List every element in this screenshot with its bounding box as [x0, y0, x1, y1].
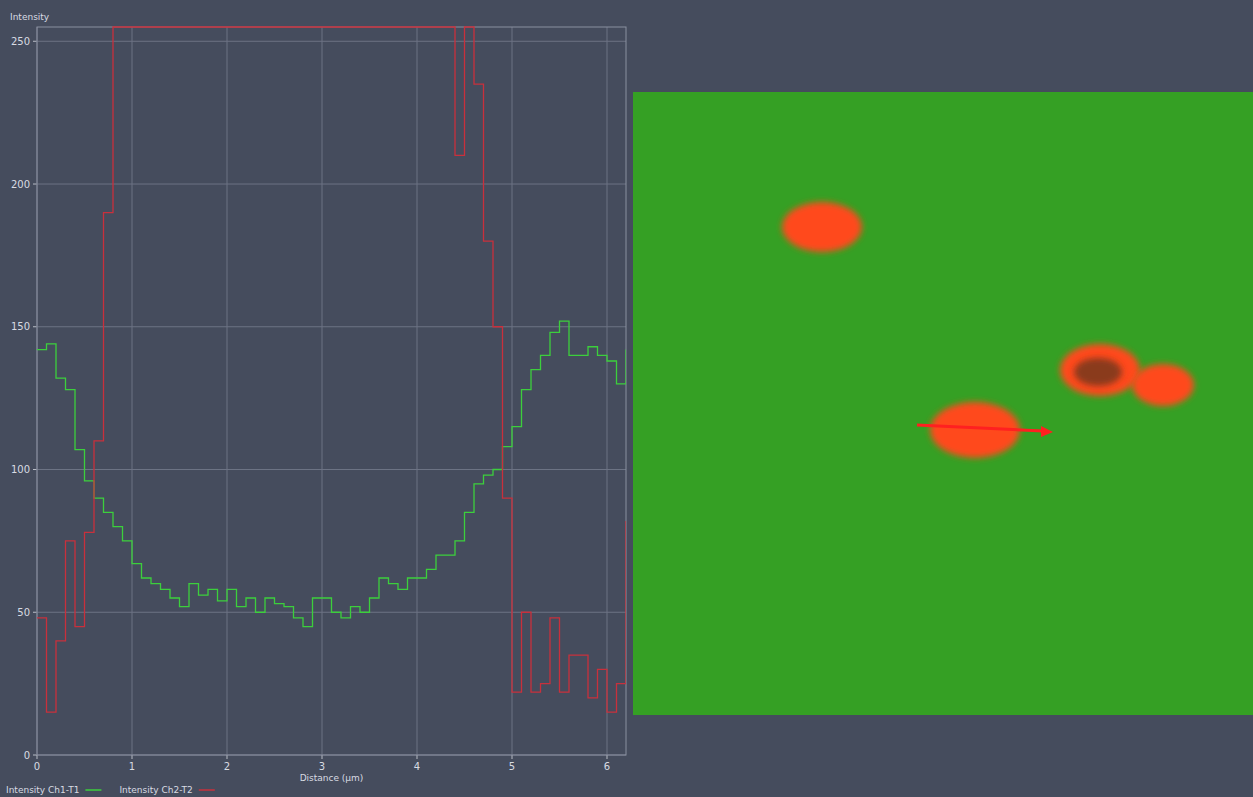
profile-arrow-head	[1041, 426, 1053, 437]
grid-line	[132, 27, 133, 755]
tick	[322, 755, 323, 759]
tick	[607, 755, 608, 759]
axis-title: Intensity	[10, 12, 50, 22]
micrograph	[633, 92, 1253, 715]
tick	[33, 41, 37, 42]
tick	[227, 755, 228, 759]
tick-label: 3	[319, 761, 325, 772]
tick-label: 0	[34, 761, 40, 772]
legend-label: Intensity Ch1-T1	[6, 785, 79, 795]
grid-line	[37, 469, 626, 470]
tick	[33, 469, 37, 470]
tick-label: 4	[414, 761, 420, 772]
image-background	[633, 92, 1253, 715]
tick-label: 0	[24, 750, 30, 761]
tick-label: 100	[11, 464, 30, 475]
series-group	[37, 27, 626, 712]
tick	[417, 755, 418, 759]
axis-title: Distance (µm)	[300, 773, 364, 783]
tick	[33, 612, 37, 613]
series-line	[37, 27, 626, 712]
grid-line	[37, 326, 626, 327]
page: 0 50 100 150 200 250 0 1 2 3 4 5 6 Intensity Distance …	[0, 0, 1253, 797]
tick-label: 250	[11, 36, 30, 47]
tick	[132, 755, 133, 759]
cell	[1132, 364, 1194, 406]
grid-line	[607, 27, 608, 755]
tick	[33, 755, 37, 756]
legend-swatch	[199, 789, 215, 791]
profile-arrow	[917, 425, 1043, 431]
background	[0, 0, 1253, 797]
tick	[37, 755, 38, 759]
series-line	[37, 321, 626, 626]
tick	[33, 326, 37, 327]
grid-line	[37, 184, 626, 185]
grid-line	[227, 27, 228, 755]
plot-frame	[37, 27, 626, 755]
tick-label: 2	[224, 761, 230, 772]
tick-label: 150	[11, 321, 30, 332]
grid-line	[37, 41, 626, 42]
tick	[33, 184, 37, 185]
cell-core	[1074, 358, 1122, 386]
cell	[1060, 344, 1140, 396]
grid-line	[417, 27, 418, 755]
tick-label: 6	[604, 761, 610, 772]
tick-label: 200	[11, 179, 30, 190]
tick-label: 1	[129, 761, 135, 772]
legend-label: Intensity Ch2-T2	[119, 785, 192, 795]
cell	[782, 202, 862, 252]
legend-swatch	[85, 789, 101, 791]
tick-label: 5	[509, 761, 515, 772]
tick-label: 50	[17, 607, 30, 618]
grid-line	[322, 27, 323, 755]
tick	[512, 755, 513, 759]
